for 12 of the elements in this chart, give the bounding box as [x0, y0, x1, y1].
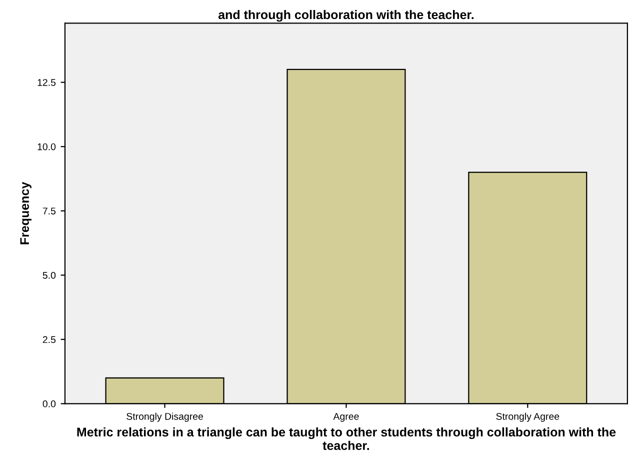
x-tick-label: Agree: [333, 413, 359, 422]
chart-title: and through collaboration with the teacher.: [218, 10, 474, 22]
y-tick-label: 5.0: [42, 272, 56, 279]
y-tick-label: 7.5: [42, 208, 56, 214]
x-tick-label: Strongly Agree: [496, 412, 560, 422]
y-tick-label: 0.0: [42, 400, 56, 408]
y-axis-title: Frequency: [20, 182, 32, 244]
x-axis-title: Metric relations in a triangle can be taught to other students through collaboration with the teacher.: [77, 427, 616, 450]
y-tick-label: 2.5: [42, 336, 56, 344]
x-tick-label: Strongly Disagree: [126, 412, 203, 422]
y-tick-label: 12.5: [38, 79, 56, 86]
y-tick-label: 10.0: [38, 143, 56, 150]
